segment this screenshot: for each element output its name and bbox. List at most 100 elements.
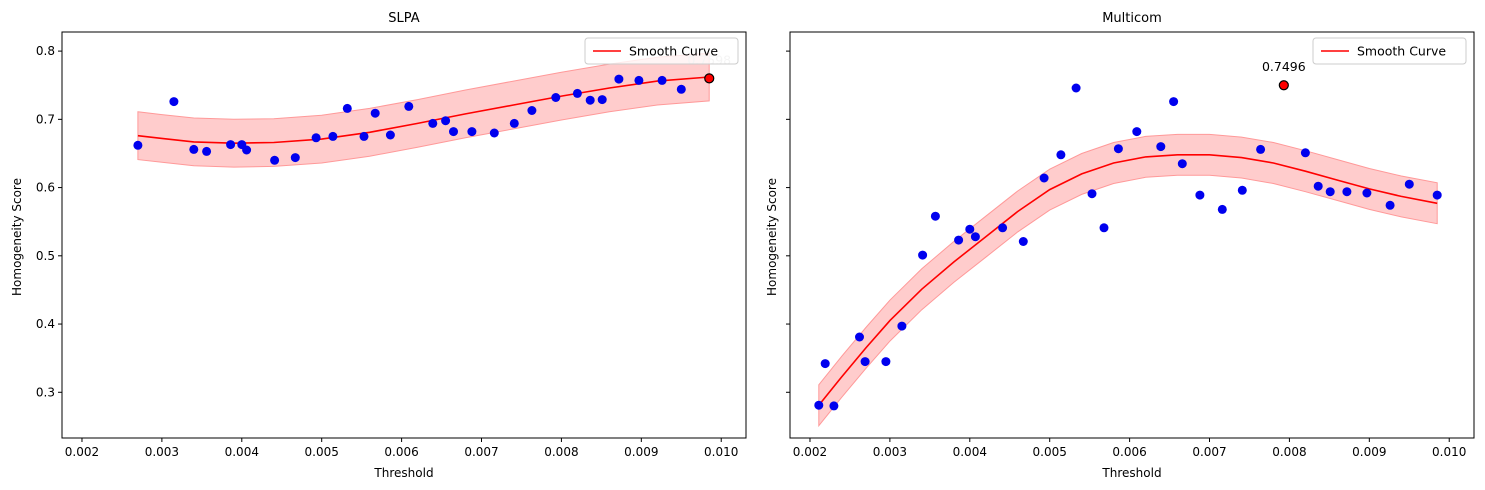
data-point: [1195, 190, 1205, 200]
confidence-band: [818, 133, 1438, 428]
data-point: [527, 106, 537, 115]
max-point: [1278, 80, 1289, 91]
x-axis-label: Threshold: [1101, 466, 1161, 480]
data-point: [1325, 187, 1335, 197]
data-point: [954, 235, 964, 245]
x-axis-label: Threshold: [373, 466, 433, 480]
data-point: [1300, 148, 1310, 158]
data-point: [1169, 97, 1179, 107]
data-point: [614, 74, 624, 84]
data-point: [311, 133, 321, 143]
y-axis-label: Homogeneity Score: [765, 178, 779, 296]
data-point: [1362, 188, 1372, 198]
confidence-band: [137, 52, 710, 168]
data-point: [881, 357, 891, 367]
x-tick-label: 0.005: [305, 445, 339, 459]
data-point: [1432, 190, 1442, 200]
plot-area: 0.7496 0.002 0.003 0.004 0.005 0.006 0.007 0.00…: [786, 31, 1475, 459]
chart-title: SLPA: [388, 11, 420, 26]
x-tick-label: 0.006: [1112, 445, 1146, 459]
legend-box: [1312, 37, 1467, 65]
data-point: [1099, 223, 1109, 233]
x-tick-label: 0.003: [873, 445, 907, 459]
y-axis-label: Homogeneity Score: [10, 178, 24, 296]
data-point: [676, 84, 686, 94]
data-point: [189, 144, 199, 154]
data-point: [169, 97, 179, 107]
max-point: [704, 73, 715, 84]
smooth-curve: [137, 76, 710, 145]
data-point: [242, 145, 252, 155]
data-point: [328, 131, 338, 141]
legend-label: Smooth Curve: [629, 44, 718, 59]
x-tick-label: 0.009: [624, 445, 658, 459]
data-point: [1039, 173, 1049, 183]
data-point: [1256, 144, 1266, 154]
y-tick-label: 0.4: [36, 317, 55, 331]
axes-frame: [61, 31, 747, 439]
data-point: [1018, 237, 1028, 246]
x-tick-label: 0.007: [464, 445, 498, 459]
x-tick-label: 0.010: [1432, 445, 1466, 459]
x-tick-label: 0.008: [544, 445, 578, 459]
data-point: [1071, 83, 1081, 93]
data-point: [359, 131, 369, 141]
data-point: [855, 332, 864, 342]
data-point: [1404, 179, 1414, 189]
data-point: [428, 118, 438, 128]
y-tick-label: 0.6: [36, 181, 55, 195]
x-tick-label: 0.008: [1272, 445, 1306, 459]
data-point: [202, 146, 212, 156]
data-point: [970, 232, 980, 242]
x-tick-label: 0.002: [793, 445, 827, 459]
data-point: [897, 321, 907, 331]
data-point: [370, 108, 380, 118]
data-point: [1237, 185, 1247, 195]
y-tick-label: 0.8: [36, 44, 55, 58]
data-point: [133, 140, 143, 150]
y-tick-label: 0.3: [36, 385, 55, 399]
x-tick-label: 0.010: [704, 445, 738, 459]
x-tick-label: 0.007: [1192, 445, 1226, 459]
data-point: [918, 250, 928, 260]
legend-label: Smooth Curve: [1357, 44, 1446, 59]
data-point: [930, 211, 940, 221]
x-tick-label: 0.003: [145, 445, 179, 459]
max-point-label: 0.7496: [1262, 59, 1306, 74]
data-point: [342, 103, 352, 113]
data-point: [1156, 142, 1166, 152]
data-point: [634, 75, 644, 85]
x-tick-label: 0.005: [1033, 445, 1067, 459]
data-point: [551, 93, 561, 102]
data-point: [1177, 159, 1187, 169]
x-tick-label: 0.004: [953, 445, 987, 459]
data-point: [290, 153, 300, 163]
data-point: [657, 75, 667, 85]
x-tick-label: 0.006: [384, 445, 418, 459]
data-point: [1313, 181, 1323, 191]
y-tick-label: 0.5: [36, 249, 55, 263]
plot-area: 0.75980.0020.0030.0040.0050.0060.0070.00…: [36, 31, 747, 459]
x-tick-label: 0.009: [1352, 445, 1386, 459]
data-point: [965, 224, 975, 234]
slpa-chart: SLPA Threshold Homogeneity Score 0.75980…: [10, 11, 747, 480]
data-point: [1385, 200, 1395, 210]
data-point: [385, 130, 395, 140]
data-point: [226, 140, 236, 150]
data-point: [404, 101, 414, 111]
data-point: [1217, 204, 1227, 214]
chart-title: Multicom: [1102, 11, 1162, 26]
legend-box: [584, 37, 739, 65]
data-point: [585, 95, 595, 105]
smooth-curve: [818, 154, 1438, 406]
data-point: [1342, 187, 1352, 197]
data-point: [509, 118, 519, 128]
axes-frame: [789, 31, 1475, 439]
data-point: [829, 401, 839, 411]
data-point: [998, 223, 1008, 233]
data-point: [1056, 150, 1066, 160]
x-tick-label: 0.002: [65, 445, 99, 459]
data-point: [814, 400, 824, 410]
